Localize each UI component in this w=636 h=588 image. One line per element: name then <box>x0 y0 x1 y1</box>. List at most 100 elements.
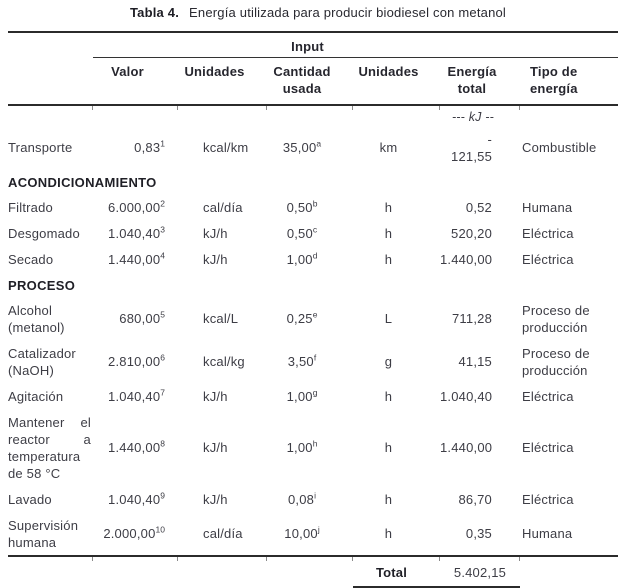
cell-valor: 6.000,002 <box>108 198 165 215</box>
valor-superscript: 1 <box>160 138 165 149</box>
table-caption-label: Tabla 4. <box>129 5 180 20</box>
cell-cantidad: 3,50f <box>287 352 317 369</box>
cell-tipo: Combustible <box>522 140 597 155</box>
valor-superscript: 9 <box>160 490 165 501</box>
cantidad-superscript: b <box>312 198 318 209</box>
cell-tipo: Proceso de producción <box>522 302 590 335</box>
cantidad-superscript: j <box>317 524 320 535</box>
cell-unidades: kJ/h <box>203 251 228 267</box>
empty-cell <box>8 105 93 126</box>
valor-superscript: 5 <box>160 309 165 320</box>
cell-tipo: Eléctrica <box>522 251 574 267</box>
cell-energia: 1.440,00 <box>440 251 493 267</box>
empty-cell <box>177 555 267 587</box>
cell-tipo: Eléctrica <box>522 440 574 455</box>
cell-tipo: Humana <box>522 199 573 215</box>
cell-cantidad: 10,00j <box>284 524 320 541</box>
empty-cell <box>266 555 353 587</box>
valor-superscript: 10 <box>155 524 165 535</box>
table-row: Alcohol (metanol) 680,005 kcal/L 0,25e L 711,… <box>8 297 618 340</box>
total-value: 5.402,15 <box>439 555 520 588</box>
empty-cell <box>266 105 353 126</box>
cell-tipo: Proceso de producción <box>522 345 590 378</box>
group-header-row: Input <box>8 32 619 58</box>
cell-valor: 2.000,0010 <box>103 524 165 541</box>
valor-superscript: 8 <box>160 438 165 449</box>
column-header-valor: Valor <box>93 57 178 106</box>
cell-energia: 711,28 <box>452 311 492 326</box>
valor-superscript: 2 <box>160 198 165 209</box>
cell-item: Alcohol (metanol) <box>8 302 65 335</box>
cell-valor: 2.810,006 <box>108 352 165 369</box>
cell-tipo: Eléctrica <box>522 388 574 404</box>
cell-item: Supervisión humana <box>8 517 79 550</box>
cell-unidades: kJ/h <box>203 440 228 455</box>
valor-superscript: 3 <box>160 224 165 235</box>
section-label: PROCESO <box>8 278 76 293</box>
cell-unidades: cal/día <box>203 526 243 541</box>
column-header-cantidad-usada: Cantidad usada <box>267 57 353 106</box>
section-label: ACONDICIONAMIENTO <box>8 175 157 190</box>
cell-tipo: Eléctrica <box>522 491 574 507</box>
cell-item: Filtrado <box>8 199 53 215</box>
cell-energia: 1.440,00 <box>440 440 493 455</box>
empty-cell <box>518 105 618 126</box>
cell-unidades2: h <box>384 251 393 267</box>
cell-cantidad: 1,00d <box>286 250 318 267</box>
cell-energia: 520,20 <box>451 225 492 241</box>
cell-valor: 1.040,403 <box>108 224 165 241</box>
cell-energia: 1.040,40 <box>440 388 493 404</box>
cantidad-superscript: h <box>312 438 318 449</box>
cell-unidades: kJ/h <box>203 491 228 507</box>
cell-item: Catalizador (NaOH) <box>8 345 76 378</box>
cell-cantidad: 1,00h <box>286 438 318 455</box>
table-row: Desgomado 1.040,403 kJ/h 0,50c h 520,20 Eléctr… <box>8 220 618 246</box>
cell-unidades: kcal/kg <box>203 354 245 369</box>
cell-unidades2: h <box>384 388 393 404</box>
cell-item: Lavado <box>8 491 52 507</box>
cell-item: Mantener el reactor a temperatura de 58 … <box>8 414 91 481</box>
group-header-input: Input <box>93 32 619 58</box>
cell-unidades2: h <box>384 526 393 541</box>
cell-unidades2: L <box>384 311 393 326</box>
section-row: PROCESO <box>8 272 618 297</box>
cell-valor: 0,831 <box>134 138 165 155</box>
empty-cell <box>92 105 178 126</box>
cell-unidades2: km <box>379 140 398 155</box>
valor-superscript: 6 <box>160 352 165 363</box>
cell-cantidad: 0,50c <box>286 224 318 241</box>
valor-superscript: 4 <box>160 250 165 261</box>
cell-unidades2: g <box>384 354 393 369</box>
cell-unidades2: h <box>384 199 393 215</box>
cell-energia: 41,15 <box>458 354 492 369</box>
column-header-unidades-input: Unidades <box>178 57 267 106</box>
cantidad-superscript: d <box>312 250 318 261</box>
cell-tipo: Eléctrica <box>522 225 574 241</box>
total-label: Total <box>352 555 440 588</box>
cell-energia: - 121,55 <box>451 131 492 164</box>
cell-item: Desgomado <box>8 225 80 241</box>
cell-valor: 1.040,409 <box>108 490 165 507</box>
cell-energia: 0,35 <box>465 526 492 541</box>
table-row: Secado 1.440,004 kJ/h 1,00d h 1.440,00 Eléctri… <box>8 246 618 272</box>
empty-corner-cell <box>8 32 93 58</box>
cantidad-superscript: f <box>313 352 317 363</box>
cell-unidades: kJ/h <box>203 388 228 404</box>
empty-cell <box>518 555 619 587</box>
table-row: Transporte 0,831 kcal/km 35,00a km - 121,55 Co… <box>8 126 618 169</box>
empty-cell <box>177 105 267 126</box>
cell-valor: 1.440,008 <box>108 438 165 455</box>
cell-valor: 680,005 <box>119 309 165 326</box>
table-row: Lavado 1.040,409 kJ/h 0,08i h 86,70 Eléctrica <box>8 486 618 512</box>
cantidad-superscript: a <box>316 138 322 149</box>
cell-unidades: kJ/h <box>203 225 228 241</box>
table-row: Filtrado 6.000,002 cal/día 0,50b h 0,52 Humana <box>8 194 618 220</box>
cell-cantidad: 0,50b <box>286 198 318 215</box>
cell-cantidad: 0,08i <box>288 490 316 507</box>
table-row: Mantener el reactor a temperatura de 58 … <box>8 409 618 486</box>
cell-unidades: kcal/km <box>203 140 249 155</box>
table-row: Supervisión humana 2.000,0010 cal/día 10,00… <box>8 512 618 556</box>
column-header-energia-total: Energía total <box>440 57 520 106</box>
cell-cantidad: 35,00a <box>282 138 322 155</box>
cell-energia: 86,70 <box>458 491 492 507</box>
